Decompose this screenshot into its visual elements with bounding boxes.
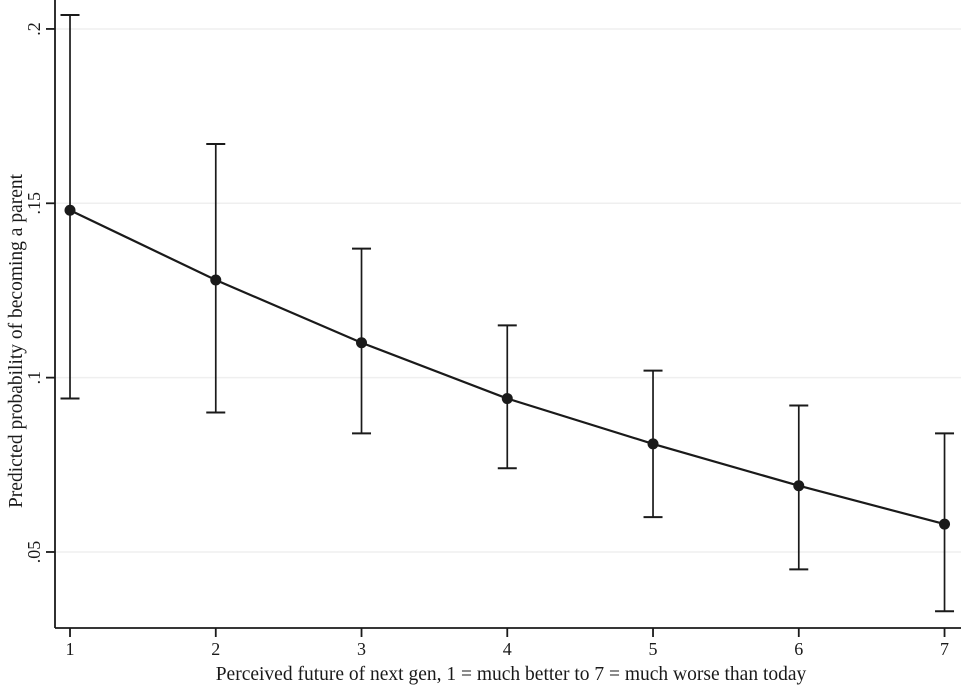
data-point-marker [939, 518, 951, 530]
data-point-marker [356, 337, 368, 349]
x-tick-label: 3 [357, 639, 366, 659]
data-point-marker [64, 204, 76, 216]
data-point-marker [210, 274, 222, 286]
gridlines [55, 28, 961, 553]
x-tick-label: 6 [794, 639, 803, 659]
x-tick-label: 4 [503, 639, 512, 659]
x-tick-label: 5 [649, 639, 658, 659]
y-tick-label: .2 [24, 22, 44, 36]
y-tick-label: .1 [24, 371, 44, 385]
data-point-marker [501, 393, 513, 405]
y-tick-label: .05 [24, 541, 44, 564]
data-point-marker [647, 438, 659, 450]
x-tick-label: 7 [940, 639, 949, 659]
x-axis-title: Perceived future of next gen, 1 = much b… [216, 664, 807, 685]
data-series [60, 13, 955, 613]
axes: .05 .1 .15 .2 1 2 3 4 5 6 7 [24, 0, 961, 659]
data-point-marker [793, 480, 805, 492]
x-tick-label: 2 [211, 639, 220, 659]
y-axis-title: Predicted probability of becoming a pare… [6, 173, 27, 508]
x-tick-label: 1 [66, 639, 75, 659]
y-tick-label: .15 [24, 192, 44, 215]
